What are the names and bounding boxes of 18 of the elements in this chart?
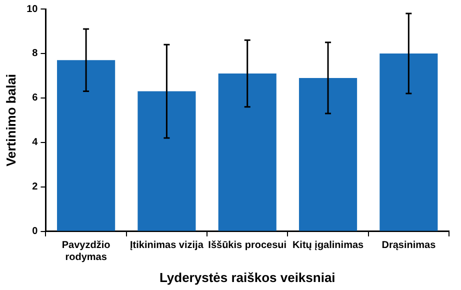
y-tick-label: 2 bbox=[32, 182, 38, 193]
y-tick-label: 0 bbox=[32, 226, 38, 238]
y-tick-label: 10 bbox=[26, 4, 38, 15]
y-tick-label: 8 bbox=[32, 48, 38, 60]
x-tick-label: Kitų įgalinimas bbox=[292, 240, 364, 252]
y-tick-label: 4 bbox=[32, 137, 38, 148]
bar bbox=[138, 91, 196, 231]
x-axis-title: Lyderystės raiškos veiksniai bbox=[159, 270, 336, 285]
x-tick-label: Pavyzdžio rodymas bbox=[62, 240, 110, 264]
x-tick-label: Drąsinimas bbox=[382, 240, 436, 252]
x-tick-label: Iššūkis procesui bbox=[208, 240, 287, 252]
y-tick-label: 6 bbox=[32, 92, 38, 104]
bar bbox=[57, 60, 116, 231]
bar bbox=[298, 78, 358, 231]
bar bbox=[218, 73, 276, 231]
x-tick-label: Įtikinimas vizija bbox=[130, 240, 204, 252]
bar bbox=[380, 53, 438, 231]
y-axis-title: Vertinimo balai bbox=[3, 74, 18, 166]
